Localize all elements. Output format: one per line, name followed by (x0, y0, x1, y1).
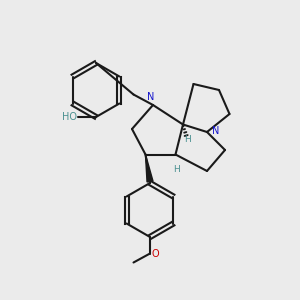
Text: N: N (147, 92, 154, 102)
Text: N: N (212, 125, 219, 136)
Text: HO: HO (61, 112, 76, 122)
Text: H: H (174, 165, 180, 174)
Polygon shape (146, 154, 153, 182)
Text: O: O (152, 249, 159, 259)
Text: H: H (184, 135, 191, 144)
